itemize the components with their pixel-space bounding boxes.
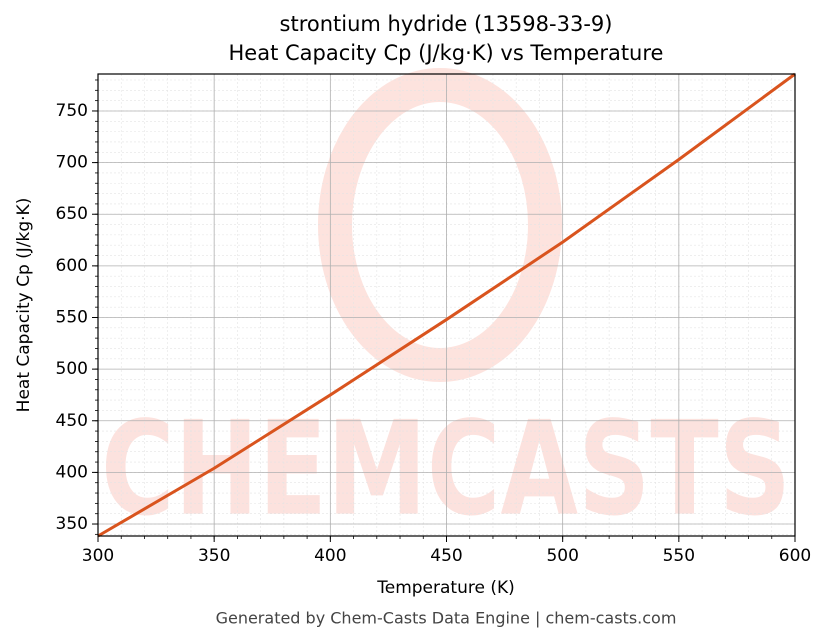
y-tick-label: 450: [56, 411, 88, 431]
x-axis-label: Temperature (K): [376, 578, 515, 598]
x-tick-label: 300: [82, 546, 114, 566]
x-tick-label: 450: [430, 546, 462, 566]
y-tick-label: 550: [56, 307, 88, 327]
y-tick-label: 700: [56, 153, 88, 173]
y-tick-label: 750: [56, 101, 88, 121]
x-tick-label: 400: [314, 546, 346, 566]
y-axis-label: Heat Capacity Cp (J/kg·K): [14, 198, 34, 413]
watermark-text: CHEMCASTS: [101, 393, 791, 545]
plot-frame: [97, 73, 796, 537]
y-tick-label: 650: [56, 204, 88, 224]
data-line: [97, 72, 796, 538]
y-tick-label: 500: [56, 359, 88, 379]
y-tick-label: 400: [56, 462, 88, 482]
y-tick-label: 350: [56, 514, 88, 534]
x-tick-label: 550: [663, 546, 695, 566]
chart-subtitle: Heat Capacity Cp (J/kg·K) vs Temperature: [229, 41, 664, 65]
x-tick-label: 500: [546, 546, 578, 566]
chart-title: strontium hydride (13598-33-9): [280, 12, 613, 36]
watermark-logo: [318, 68, 562, 382]
y-tick-label: 600: [56, 256, 88, 276]
x-tick-label: 350: [198, 546, 230, 566]
x-tick-label: 600: [779, 546, 811, 566]
footer: Generated by Chem-Casts Data Engine | ch…: [216, 609, 677, 628]
